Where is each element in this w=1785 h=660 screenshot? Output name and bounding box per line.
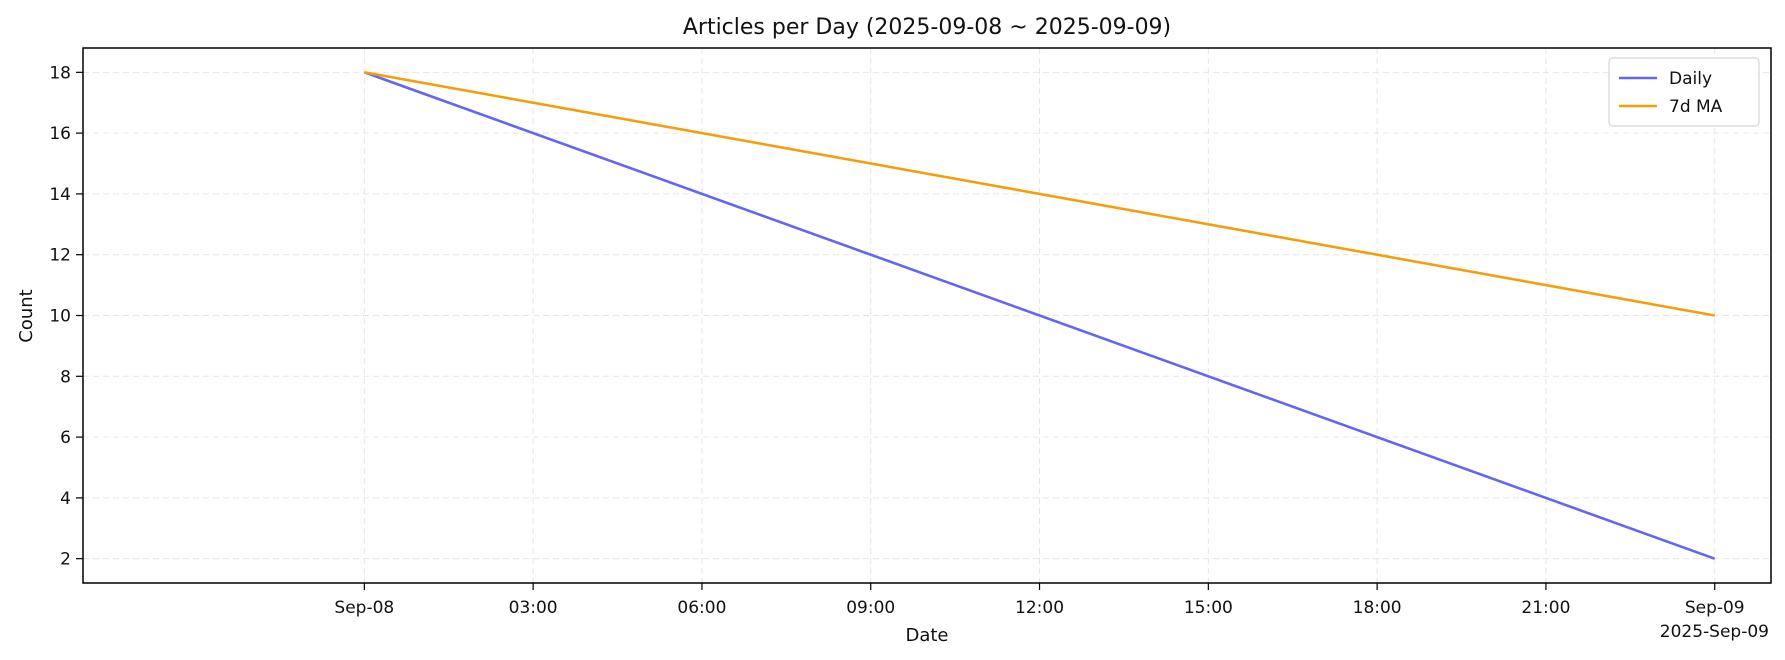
legend-box xyxy=(1608,57,1760,127)
x-axis: Sep-08 03:00 06:00 09:00 12:00 15:00 18:00 21:0… xyxy=(334,583,1745,618)
x-tick-label: 09:00 xyxy=(846,598,895,618)
y-tick-label: 10 xyxy=(49,307,71,327)
series-line-1 xyxy=(364,71,1715,317)
x-tick-label: 15:00 xyxy=(1184,598,1233,618)
series-layer xyxy=(363,71,1716,560)
x-tick-label: 21:00 xyxy=(1521,598,1570,618)
grid-layer xyxy=(83,48,1771,583)
y-axis-label: Count xyxy=(16,289,37,342)
legend-label: 7d MA xyxy=(1669,97,1723,117)
chart-title: Articles per Day (2025-09-08 ~ 2025-09-0… xyxy=(683,15,1171,40)
y-tick-label: 14 xyxy=(49,185,71,205)
x-tick-label: 18:00 xyxy=(1353,598,1402,618)
x-axis-offset-label: 2025-Sep-09 xyxy=(1660,622,1769,642)
y-tick-label: 18 xyxy=(49,63,71,83)
y-tick-label: 12 xyxy=(49,246,71,266)
x-tick-label: 06:00 xyxy=(677,598,726,618)
y-tick-label: 4 xyxy=(60,489,71,509)
y-tick-label: 8 xyxy=(60,367,71,387)
series-line-0 xyxy=(363,71,1716,560)
legend-label: Daily xyxy=(1669,69,1712,89)
y-tick-label: 2 xyxy=(60,550,71,570)
x-tick-label: Sep-08 xyxy=(334,598,394,618)
x-tick-label: 12:00 xyxy=(1015,598,1064,618)
legend: Daily 7d MA xyxy=(1608,57,1760,127)
y-tick-label: 6 xyxy=(60,428,71,448)
x-tick-label: 03:00 xyxy=(509,598,558,618)
y-tick-label: 16 xyxy=(49,124,71,144)
y-axis: 2 4 6 8 10 12 14 16 18 xyxy=(49,63,83,570)
x-tick-label: Sep-09 xyxy=(1685,598,1745,618)
x-axis-label: Date xyxy=(905,625,948,646)
